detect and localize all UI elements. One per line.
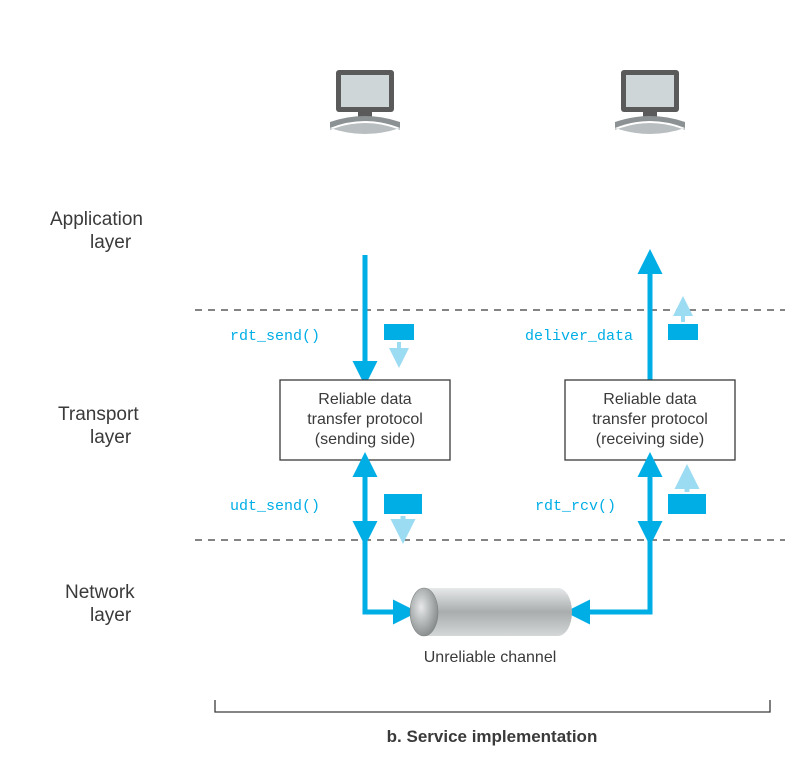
network-layer-label-2: layer bbox=[90, 605, 132, 626]
computer-icon-left bbox=[330, 70, 400, 134]
channel-label: Unreliable channel bbox=[424, 649, 557, 666]
packet-rdt-send bbox=[384, 324, 414, 360]
receiving-box: Reliable data transfer protocol (receivi… bbox=[565, 380, 735, 460]
svg-text:Reliable data: Reliable data bbox=[318, 391, 412, 408]
arrow-into-channel-left bbox=[365, 540, 408, 612]
label-deliver-data: deliver_data bbox=[525, 328, 633, 345]
computer-icon-right bbox=[615, 70, 685, 134]
transport-layer-label: Transport bbox=[58, 404, 139, 425]
packet-udt-send bbox=[384, 494, 422, 534]
application-layer-label-2: layer bbox=[90, 232, 132, 253]
label-rdt-rcv: rdt_rcv() bbox=[535, 498, 616, 515]
svg-text:(sending side): (sending side) bbox=[315, 431, 416, 448]
rdt-service-diagram: Application layer Transport layer Networ… bbox=[0, 0, 810, 780]
sending-box: Reliable data transfer protocol (sending… bbox=[280, 380, 450, 460]
svg-text:transfer protocol: transfer protocol bbox=[307, 411, 423, 428]
unreliable-channel-cylinder bbox=[410, 588, 572, 636]
application-layer-label: Application bbox=[50, 209, 143, 230]
arrow-into-channel-right bbox=[575, 540, 650, 612]
svg-text:transfer protocol: transfer protocol bbox=[592, 411, 708, 428]
label-udt-send: udt_send() bbox=[230, 498, 320, 515]
network-layer-label: Network bbox=[65, 582, 135, 603]
layer-labels: Application layer Transport layer Networ… bbox=[50, 209, 143, 626]
caption-text: b. Service implementation bbox=[387, 727, 598, 746]
svg-text:(receiving side): (receiving side) bbox=[596, 431, 704, 448]
packet-rdt-rcv bbox=[668, 474, 706, 514]
transport-layer-label-2: layer bbox=[90, 427, 132, 448]
caption-bracket bbox=[215, 700, 770, 712]
label-rdt-send: rdt_send() bbox=[230, 328, 320, 345]
svg-text:Reliable data: Reliable data bbox=[603, 391, 697, 408]
